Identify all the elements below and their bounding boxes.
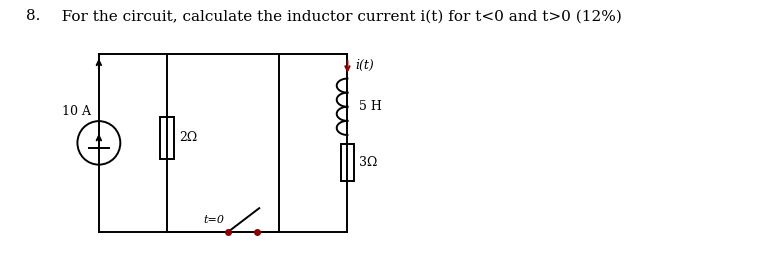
Text: 3Ω: 3Ω bbox=[359, 156, 378, 169]
Text: 8.: 8. bbox=[26, 9, 40, 23]
Bar bbox=[160, 117, 174, 159]
Bar bbox=[341, 144, 354, 181]
Text: i(t): i(t) bbox=[355, 59, 374, 72]
Text: 5 H: 5 H bbox=[359, 100, 382, 113]
Text: For the circuit, calculate the inductor current i(t) for t<0 and t>0 (12%): For the circuit, calculate the inductor … bbox=[52, 9, 622, 23]
Text: 2Ω: 2Ω bbox=[178, 132, 197, 144]
Text: t=0: t=0 bbox=[203, 215, 224, 225]
Text: 10 A: 10 A bbox=[62, 105, 91, 118]
